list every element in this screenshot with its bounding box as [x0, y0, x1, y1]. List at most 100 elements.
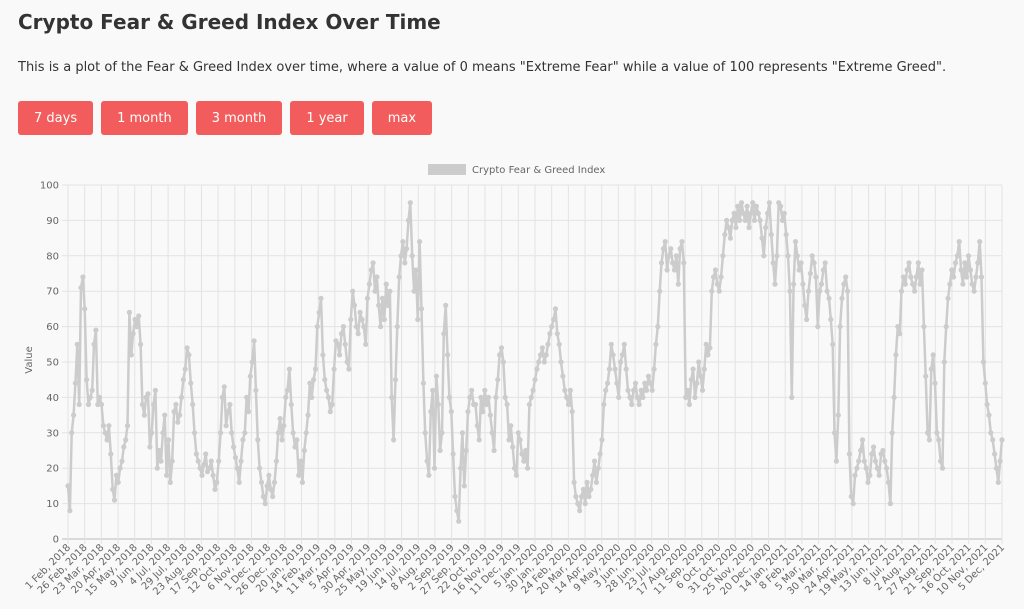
data-point[interactable]: [928, 366, 934, 372]
data-point[interactable]: [999, 437, 1005, 443]
data-point[interactable]: [673, 253, 680, 259]
data-point[interactable]: [355, 331, 361, 337]
data-point[interactable]: [117, 465, 123, 471]
data-point[interactable]: [141, 412, 147, 418]
data-point[interactable]: [415, 316, 421, 323]
data-point[interactable]: [156, 447, 162, 454]
data-point[interactable]: [147, 444, 153, 450]
data-point[interactable]: [275, 430, 281, 436]
data-point[interactable]: [221, 384, 227, 390]
data-point[interactable]: [258, 479, 265, 485]
data-point[interactable]: [219, 394, 225, 400]
data-point[interactable]: [558, 359, 564, 365]
data-point[interactable]: [822, 260, 828, 266]
data-point[interactable]: [671, 267, 678, 273]
data-point[interactable]: [532, 377, 538, 383]
data-point[interactable]: [831, 430, 838, 436]
data-point[interactable]: [229, 430, 235, 436]
data-point[interactable]: [984, 401, 990, 408]
data-point[interactable]: [871, 444, 877, 450]
data-point[interactable]: [452, 493, 458, 500]
data-point[interactable]: [93, 327, 99, 333]
data-point[interactable]: [85, 401, 92, 408]
data-point[interactable]: [770, 260, 776, 266]
data-point[interactable]: [580, 486, 587, 492]
data-point[interactable]: [318, 295, 324, 301]
data-point[interactable]: [89, 387, 95, 393]
data-point[interactable]: [264, 483, 270, 489]
data-point[interactable]: [487, 412, 493, 418]
data-point[interactable]: [980, 359, 987, 365]
data-point[interactable]: [385, 302, 391, 308]
data-point[interactable]: [811, 260, 817, 266]
data-point[interactable]: [378, 324, 384, 330]
data-point[interactable]: [162, 412, 168, 418]
data-point[interactable]: [876, 472, 882, 478]
data-point[interactable]: [411, 288, 417, 294]
data-point[interactable]: [757, 217, 763, 223]
data-point[interactable]: [472, 401, 479, 408]
data-point[interactable]: [528, 394, 534, 400]
data-point[interactable]: [485, 394, 492, 400]
range-1-year-button[interactable]: 1 year: [290, 101, 364, 135]
data-point[interactable]: [912, 288, 918, 294]
data-point[interactable]: [837, 324, 843, 330]
data-point[interactable]: [126, 309, 132, 315]
data-point[interactable]: [190, 401, 196, 408]
data-point[interactable]: [398, 253, 404, 259]
data-point[interactable]: [84, 377, 90, 383]
data-point[interactable]: [82, 306, 88, 312]
data-point[interactable]: [638, 387, 644, 393]
data-point[interactable]: [818, 281, 825, 287]
data-point[interactable]: [686, 401, 693, 408]
data-point[interactable]: [350, 288, 356, 294]
data-point[interactable]: [565, 401, 572, 408]
data-point[interactable]: [805, 288, 812, 294]
data-point[interactable]: [98, 401, 105, 408]
data-point[interactable]: [904, 267, 910, 273]
data-point[interactable]: [316, 309, 322, 315]
data-point[interactable]: [798, 260, 804, 266]
data-point[interactable]: [564, 394, 570, 400]
data-point[interactable]: [850, 501, 856, 507]
data-point[interactable]: [582, 501, 588, 507]
data-point[interactable]: [72, 380, 78, 386]
data-point[interactable]: [136, 313, 142, 319]
data-point[interactable]: [917, 281, 923, 287]
data-point[interactable]: [645, 373, 652, 379]
range-1-month-button[interactable]: 1 month: [101, 101, 188, 135]
data-point[interactable]: [926, 437, 933, 443]
data-point[interactable]: [750, 200, 756, 206]
data-point[interactable]: [742, 217, 748, 223]
data-point[interactable]: [725, 224, 732, 231]
data-point[interactable]: [500, 359, 506, 365]
data-point[interactable]: [997, 458, 1003, 464]
data-point[interactable]: [309, 394, 315, 400]
data-point[interactable]: [746, 224, 752, 231]
data-point[interactable]: [210, 472, 216, 478]
data-point[interactable]: [519, 451, 525, 457]
data-point[interactable]: [459, 430, 465, 436]
data-point[interactable]: [619, 352, 626, 358]
data-point[interactable]: [839, 295, 845, 301]
data-point[interactable]: [556, 341, 562, 347]
data-point[interactable]: [495, 377, 501, 383]
data-point[interactable]: [865, 479, 871, 485]
data-point[interactable]: [681, 260, 687, 266]
data-point[interactable]: [549, 324, 555, 330]
data-point[interactable]: [320, 352, 326, 358]
data-point[interactable]: [824, 288, 830, 294]
data-point[interactable]: [69, 430, 75, 436]
data-point[interactable]: [813, 274, 819, 280]
data-point[interactable]: [359, 316, 365, 323]
data-point[interactable]: [605, 380, 611, 386]
data-point[interactable]: [690, 366, 696, 372]
data-point[interactable]: [391, 437, 397, 443]
data-point[interactable]: [571, 479, 577, 485]
data-point[interactable]: [232, 455, 239, 461]
data-point[interactable]: [880, 447, 886, 454]
data-point[interactable]: [87, 394, 93, 400]
data-point[interactable]: [335, 341, 341, 347]
data-point[interactable]: [882, 458, 888, 464]
data-point[interactable]: [668, 246, 674, 252]
